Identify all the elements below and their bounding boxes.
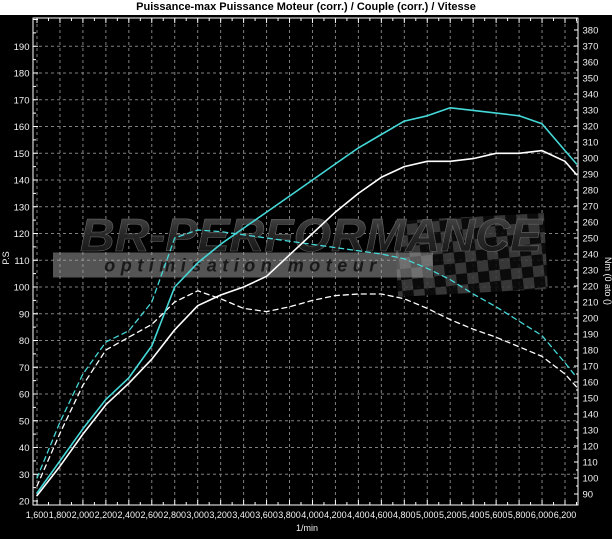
svg-text:90: 90 <box>583 490 594 501</box>
svg-text:2,200: 2,200 <box>95 510 118 520</box>
svg-text:270: 270 <box>583 202 599 213</box>
svg-text:20: 20 <box>19 497 30 508</box>
svg-text:130: 130 <box>583 426 599 437</box>
plot-frame <box>32 17 579 506</box>
svg-text:5,800: 5,800 <box>508 510 531 520</box>
svg-text:330: 330 <box>583 106 599 117</box>
svg-text:180: 180 <box>14 69 30 80</box>
svg-text:30: 30 <box>19 470 30 481</box>
svg-text:4,600: 4,600 <box>370 510 393 520</box>
svg-text:240: 240 <box>583 250 599 261</box>
svg-text:60: 60 <box>19 390 30 401</box>
svg-text:6,000: 6,000 <box>531 510 554 520</box>
svg-text:5,200: 5,200 <box>439 510 462 520</box>
svg-text:300: 300 <box>583 154 599 165</box>
svg-text:340: 340 <box>583 90 599 101</box>
svg-text:290: 290 <box>583 170 599 181</box>
svg-text:3,000: 3,000 <box>186 510 209 520</box>
svg-text:100: 100 <box>583 474 599 485</box>
svg-text:2,000: 2,000 <box>72 510 95 520</box>
x-axis-label: 1/min <box>296 523 318 533</box>
svg-text:40: 40 <box>19 443 30 454</box>
svg-text:4,800: 4,800 <box>393 510 416 520</box>
svg-text:70: 70 <box>19 363 30 374</box>
svg-text:100: 100 <box>14 283 30 294</box>
svg-text:180: 180 <box>583 346 599 357</box>
svg-text:170: 170 <box>583 362 599 373</box>
svg-text:2,600: 2,600 <box>141 510 164 520</box>
svg-text:320: 320 <box>583 122 599 133</box>
curve-couple-blanc <box>36 290 578 487</box>
svg-text:350: 350 <box>583 74 599 85</box>
svg-text:260: 260 <box>583 218 599 229</box>
svg-text:170: 170 <box>14 95 30 106</box>
chart-title: Puissance-max Puissance Moteur (corr.) /… <box>0 0 612 15</box>
svg-text:50: 50 <box>19 416 30 427</box>
svg-text:5,600: 5,600 <box>485 510 508 520</box>
watermark-banner <box>53 252 433 278</box>
svg-text:6,200: 6,200 <box>554 510 577 520</box>
svg-text:120: 120 <box>14 229 30 240</box>
svg-text:1,600: 1,600 <box>26 510 49 520</box>
left-axis-tick-labels: 20 30 40 50 60 70 80 90 100 110 120 130 140 150 160 170… <box>14 42 30 508</box>
svg-text:160: 160 <box>583 378 599 389</box>
svg-text:130: 130 <box>14 202 30 213</box>
curve-puissance-cyan <box>36 107 578 494</box>
svg-text:150: 150 <box>14 149 30 160</box>
svg-text:250: 250 <box>583 234 599 245</box>
x-axis-tick-labels: 1,600 1,800 2,000 2,200 2,400 2,600 2,800 3,000… <box>26 510 577 520</box>
svg-text:370: 370 <box>583 42 599 53</box>
svg-text:4,200: 4,200 <box>324 510 347 520</box>
svg-text:5,400: 5,400 <box>462 510 485 520</box>
svg-text:3,200: 3,200 <box>209 510 232 520</box>
svg-text:2,800: 2,800 <box>163 510 186 520</box>
curve-couple-cyan <box>36 229 578 479</box>
svg-text:230: 230 <box>583 266 599 277</box>
svg-text:80: 80 <box>19 336 30 347</box>
right-axis-label: Nm (0 ato () <box>603 257 612 305</box>
svg-text:3,800: 3,800 <box>278 510 301 520</box>
svg-text:360: 360 <box>583 58 599 69</box>
svg-text:2,400: 2,400 <box>118 510 141 520</box>
svg-text:5,000: 5,000 <box>416 510 439 520</box>
svg-text:280: 280 <box>583 186 599 197</box>
svg-text:3,400: 3,400 <box>232 510 255 520</box>
svg-text:120: 120 <box>583 442 599 453</box>
curve-puissance-blanc <box>36 149 578 497</box>
svg-text:200: 200 <box>583 314 599 325</box>
svg-text:160: 160 <box>14 122 30 133</box>
left-axis-label: P.S <box>1 251 11 264</box>
svg-text:110: 110 <box>14 256 29 267</box>
svg-text:140: 140 <box>583 410 599 421</box>
svg-text:1,800: 1,800 <box>49 510 72 520</box>
svg-text:210: 210 <box>583 298 599 309</box>
svg-text:90: 90 <box>19 309 30 320</box>
svg-text:4,000: 4,000 <box>301 510 324 520</box>
svg-text:190: 190 <box>14 42 30 53</box>
watermark-tagline-text: optimisation moteur <box>104 256 382 276</box>
svg-text:380: 380 <box>583 26 599 37</box>
curves <box>36 107 578 497</box>
svg-text:220: 220 <box>583 282 599 293</box>
svg-text:3,600: 3,600 <box>255 510 278 520</box>
svg-text:150: 150 <box>583 394 599 405</box>
svg-text:190: 190 <box>583 330 599 341</box>
svg-text:140: 140 <box>14 176 30 187</box>
svg-text:4,400: 4,400 <box>347 510 370 520</box>
svg-text:310: 310 <box>583 138 599 149</box>
svg-text:110: 110 <box>583 458 598 469</box>
right-axis-tick-labels: 90 100 110 120 130 140 150 160 170 180 190 200 210 22… <box>583 26 599 501</box>
